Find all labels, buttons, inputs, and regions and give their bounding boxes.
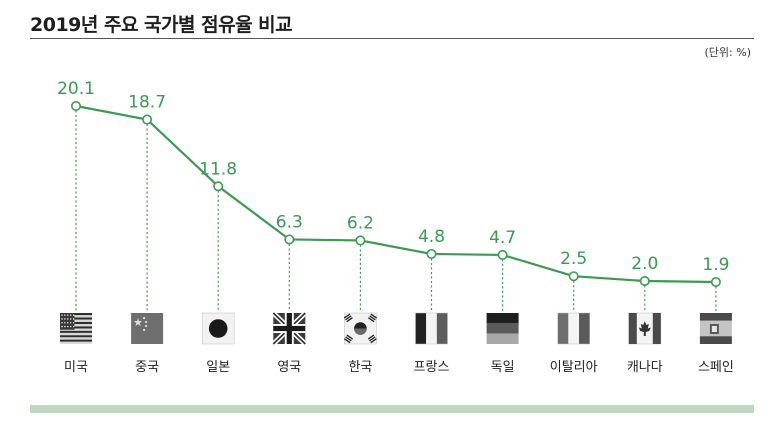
value-label: 11.8 [199,159,237,179]
category-label: 캐나다 [627,360,663,375]
data-point [355,235,366,246]
data-point [639,276,650,287]
category-label: 프랑스 [414,360,450,375]
italy-flag-icon [557,312,590,345]
category-label: 미국 [64,360,88,375]
category-label: 영국 [277,360,301,375]
category-label: 중국 [135,360,159,375]
value-label: 18.7 [128,93,166,113]
value-label: 1.9 [702,255,729,275]
title-divider [30,38,754,39]
category-label: 이탈리아 [550,360,598,375]
footer-bar [30,405,754,413]
chart-title: 2019년 주요 국가별 점유율 비교 [30,14,293,36]
value-label: 4.8 [418,227,445,247]
china-flag-icon: ★ [131,313,164,344]
data-point [71,101,82,112]
uk-flag-icon [271,311,308,346]
data-point [284,234,295,245]
category-label: 일본 [206,360,230,375]
line-chart: 20.1 18.7 11.8 6.3 6.2 4.8 4.7 2.5 2.0 1.9 ★ 미국 중국… [57,79,734,375]
value-label: 6.3 [276,212,303,232]
us-flag-icon [60,313,92,344]
data-point [497,249,508,260]
data-point [142,114,153,125]
category-label: 한국 [348,360,372,375]
france-flag-icon [415,312,448,345]
data-point [426,248,437,259]
value-label: 6.2 [347,213,374,233]
svg-text:★: ★ [133,316,143,329]
category-label: 스페인 [698,360,734,375]
value-label: 20.1 [57,79,95,99]
category-label: 독일 [491,360,515,375]
series-line [75,104,716,284]
value-label: 2.0 [631,254,658,274]
germany-flag-icon [486,313,519,344]
data-point [710,276,721,287]
value-label: 2.5 [560,249,587,269]
data-point [213,181,224,192]
korea-flag-icon [343,312,377,345]
spain-flag-icon [699,313,732,344]
unit-label: (단위: %) [704,46,751,59]
japan-flag-icon [201,312,235,345]
value-label: 4.7 [489,228,516,248]
data-point [568,271,579,282]
canada-flag-icon [628,312,662,345]
